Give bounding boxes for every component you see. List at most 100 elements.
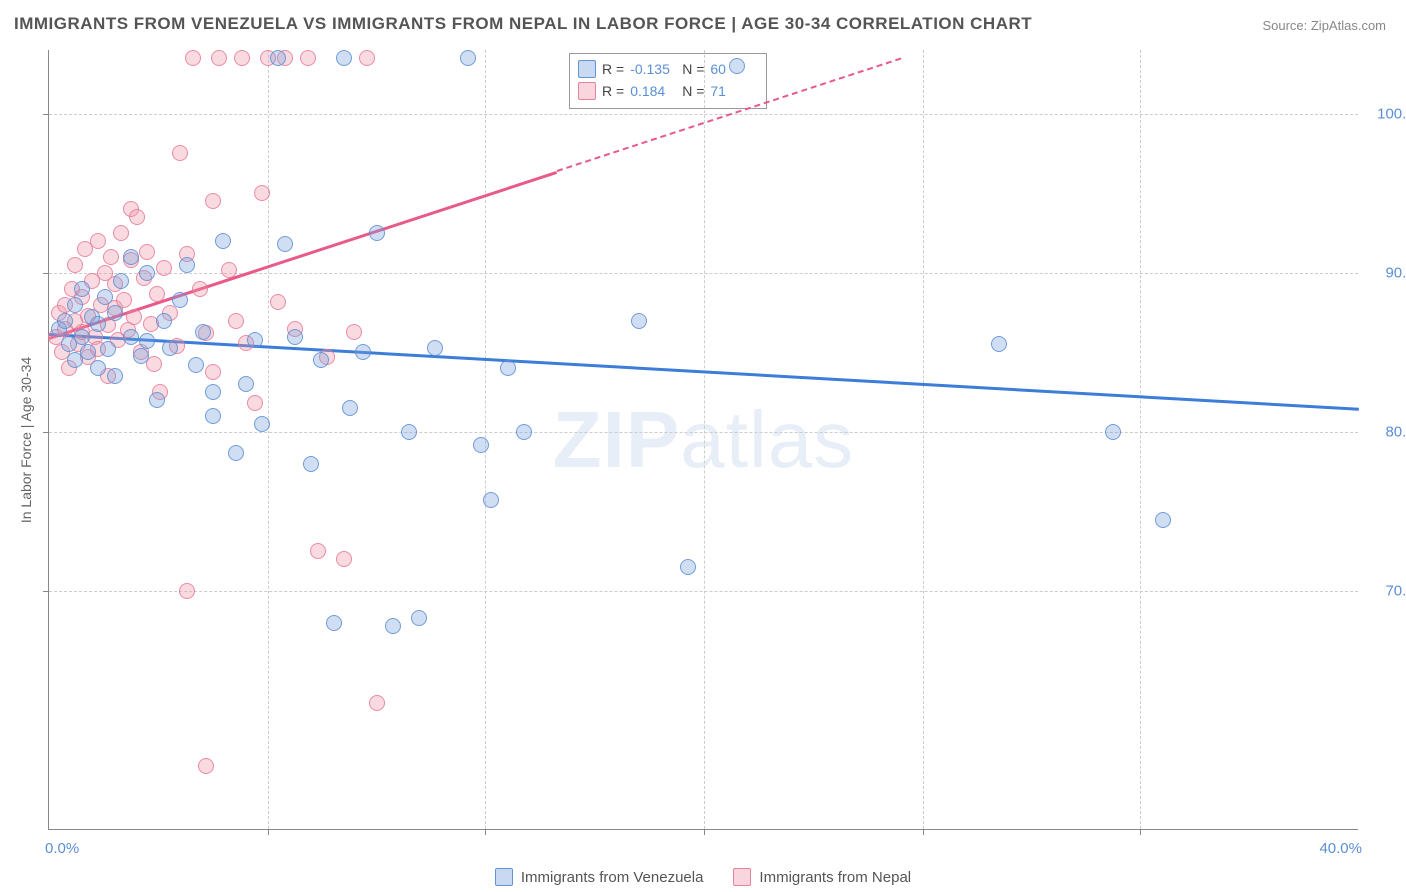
- data-point: [107, 305, 123, 321]
- data-point: [238, 376, 254, 392]
- data-point: [90, 233, 106, 249]
- swatch-venezuela: [495, 868, 513, 886]
- y-tick-mark: [43, 273, 49, 274]
- chart-title: IMMIGRANTS FROM VENEZUELA VS IMMIGRANTS …: [14, 14, 1032, 34]
- data-point: [369, 225, 385, 241]
- data-point: [326, 615, 342, 631]
- data-point: [369, 695, 385, 711]
- y-tick-mark: [43, 591, 49, 592]
- data-point: [67, 257, 83, 273]
- data-point: [483, 492, 499, 508]
- r-label: R =: [602, 83, 624, 99]
- data-point: [188, 357, 204, 373]
- data-point: [156, 313, 172, 329]
- data-point: [149, 286, 165, 302]
- n-label: N =: [682, 61, 704, 77]
- r-value-nepal: 0.184: [630, 83, 676, 99]
- data-point: [74, 329, 90, 345]
- data-point: [113, 225, 129, 241]
- data-point: [192, 281, 208, 297]
- data-point: [156, 260, 172, 276]
- data-point: [401, 424, 417, 440]
- data-point: [90, 360, 106, 376]
- data-point: [162, 340, 178, 356]
- data-point: [90, 316, 106, 332]
- y-tick-mark: [43, 432, 49, 433]
- data-point: [179, 257, 195, 273]
- data-point: [139, 333, 155, 349]
- y-tick-label: 70.0%: [1368, 583, 1406, 600]
- data-point: [277, 236, 293, 252]
- data-point: [342, 400, 358, 416]
- data-point: [310, 543, 326, 559]
- x-tick-mark: [1140, 829, 1141, 835]
- y-tick-label: 80.0%: [1368, 424, 1406, 441]
- data-point: [67, 297, 83, 313]
- swatch-nepal: [733, 868, 751, 886]
- data-point: [107, 368, 123, 384]
- data-point: [254, 416, 270, 432]
- swatch-nepal: [578, 82, 596, 100]
- data-point: [1155, 512, 1171, 528]
- data-point: [346, 324, 362, 340]
- x-tick-mark: [268, 829, 269, 835]
- data-point: [195, 324, 211, 340]
- x-tick-label: 0.0%: [45, 840, 79, 857]
- data-point: [221, 262, 237, 278]
- gridline-v: [268, 50, 269, 829]
- y-tick-label: 90.0%: [1368, 264, 1406, 281]
- data-point: [57, 313, 73, 329]
- data-point: [215, 233, 231, 249]
- data-point: [123, 249, 139, 265]
- data-point: [126, 309, 142, 325]
- data-point: [411, 610, 427, 626]
- data-point: [313, 352, 329, 368]
- data-point: [385, 618, 401, 634]
- data-point: [247, 395, 263, 411]
- x-tick-label: 40.0%: [1319, 840, 1362, 857]
- gridline-v: [1140, 50, 1141, 829]
- data-point: [303, 456, 319, 472]
- data-point: [113, 273, 129, 289]
- data-point: [80, 344, 96, 360]
- data-point: [172, 145, 188, 161]
- data-point: [516, 424, 532, 440]
- data-point: [287, 329, 303, 345]
- data-point: [205, 384, 221, 400]
- data-point: [427, 340, 443, 356]
- x-tick-mark: [923, 829, 924, 835]
- gridline-v: [704, 50, 705, 829]
- data-point: [270, 294, 286, 310]
- data-point: [205, 193, 221, 209]
- data-point: [254, 185, 270, 201]
- r-value-venezuela: -0.135: [630, 61, 676, 77]
- data-point: [205, 364, 221, 380]
- data-point: [460, 50, 476, 66]
- data-point: [729, 58, 745, 74]
- data-point: [139, 265, 155, 281]
- y-axis-label: In Labor Force | Age 30-34: [18, 357, 34, 523]
- x-tick-mark: [704, 829, 705, 835]
- gridline-v: [923, 50, 924, 829]
- r-label: R =: [602, 61, 624, 77]
- data-point: [991, 336, 1007, 352]
- plot-area: ZIPatlas R = -0.135 N = 60 R = 0.184 N =…: [48, 50, 1358, 830]
- data-point: [1105, 424, 1121, 440]
- data-point: [100, 341, 116, 357]
- data-point: [228, 313, 244, 329]
- data-point: [103, 249, 119, 265]
- data-point: [139, 244, 155, 260]
- data-point: [133, 348, 149, 364]
- source-label: Source: ZipAtlas.com: [1262, 18, 1386, 33]
- data-point: [228, 445, 244, 461]
- y-tick-mark: [43, 114, 49, 115]
- n-value-nepal: 71: [710, 83, 756, 99]
- series-legend: Immigrants from Venezuela Immigrants fro…: [0, 868, 1406, 886]
- data-point: [500, 360, 516, 376]
- data-point: [247, 332, 263, 348]
- data-point: [74, 281, 90, 297]
- data-point: [179, 583, 195, 599]
- data-point: [129, 209, 145, 225]
- data-point: [149, 392, 165, 408]
- x-tick-mark: [485, 829, 486, 835]
